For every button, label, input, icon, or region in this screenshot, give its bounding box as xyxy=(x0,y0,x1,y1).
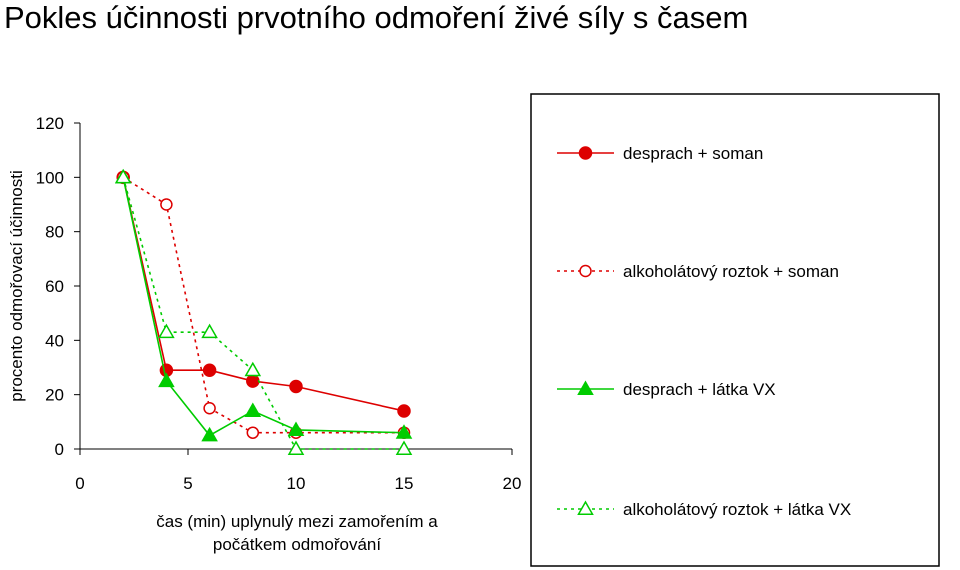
data-point xyxy=(158,372,175,388)
y-tick-label: 40 xyxy=(45,331,64,350)
series-2 xyxy=(116,171,411,439)
series-1 xyxy=(116,170,411,418)
data-point xyxy=(395,440,413,455)
x-axis-label: čas (min) uplynulý mezi zamořením a xyxy=(156,512,438,531)
data-point xyxy=(244,361,262,377)
x-tick-label: 15 xyxy=(395,474,414,493)
data-point xyxy=(246,426,260,439)
legend-marker xyxy=(579,264,592,278)
data-point xyxy=(397,404,411,418)
page-title: Pokles účinnosti prvotního odmoření živé… xyxy=(4,0,749,35)
data-point xyxy=(201,323,218,339)
legend-label: alkoholátový roztok + látka VX xyxy=(623,500,851,519)
axes: 0 20 40 60 80 100 120 0 5 10 15 20 procento odmořova… xyxy=(7,114,521,554)
x-tick-label: 20 xyxy=(503,474,522,493)
y-tick-label: 20 xyxy=(45,386,64,405)
series-line xyxy=(122,176,404,434)
data-point xyxy=(287,421,305,436)
legend-marker xyxy=(577,380,594,395)
series-3 xyxy=(114,168,413,442)
x-tick-label: 5 xyxy=(183,474,192,493)
y-tick-label: 100 xyxy=(36,168,64,187)
y-axis-label: procento odmořovací účinnosti xyxy=(7,170,26,402)
data-point xyxy=(114,168,132,184)
legend-label: desprach + soman xyxy=(623,144,763,163)
y-tick-label: 80 xyxy=(45,223,64,242)
legend-marker xyxy=(578,146,593,160)
data-point xyxy=(289,379,303,394)
plot-area xyxy=(114,168,413,455)
data-point xyxy=(158,323,175,339)
series-4 xyxy=(114,168,413,455)
y-tick-label: 120 xyxy=(36,114,64,133)
y-tick-label: 60 xyxy=(45,277,64,296)
series-line xyxy=(122,177,404,450)
x-axis-label: počátkem odmořování xyxy=(213,535,381,554)
series-line xyxy=(122,177,405,437)
data-point xyxy=(244,402,262,417)
data-point xyxy=(287,440,305,455)
data-point xyxy=(395,424,413,439)
data-point xyxy=(160,198,173,211)
x-tick-label: 0 xyxy=(75,474,84,493)
legend-label: alkoholátový roztok + soman xyxy=(623,262,839,281)
legend-label: desprach + látka VX xyxy=(623,380,776,399)
x-tick-label: 10 xyxy=(287,474,306,493)
data-point xyxy=(203,402,216,415)
y-tick-label: 0 xyxy=(55,440,64,459)
legend-box xyxy=(530,93,940,567)
data-point xyxy=(202,363,217,377)
data-point xyxy=(246,374,260,388)
legend: desprach + soman alkoholátový roztok + so… xyxy=(530,93,940,567)
data-point xyxy=(201,426,218,442)
legend-marker xyxy=(577,500,594,515)
